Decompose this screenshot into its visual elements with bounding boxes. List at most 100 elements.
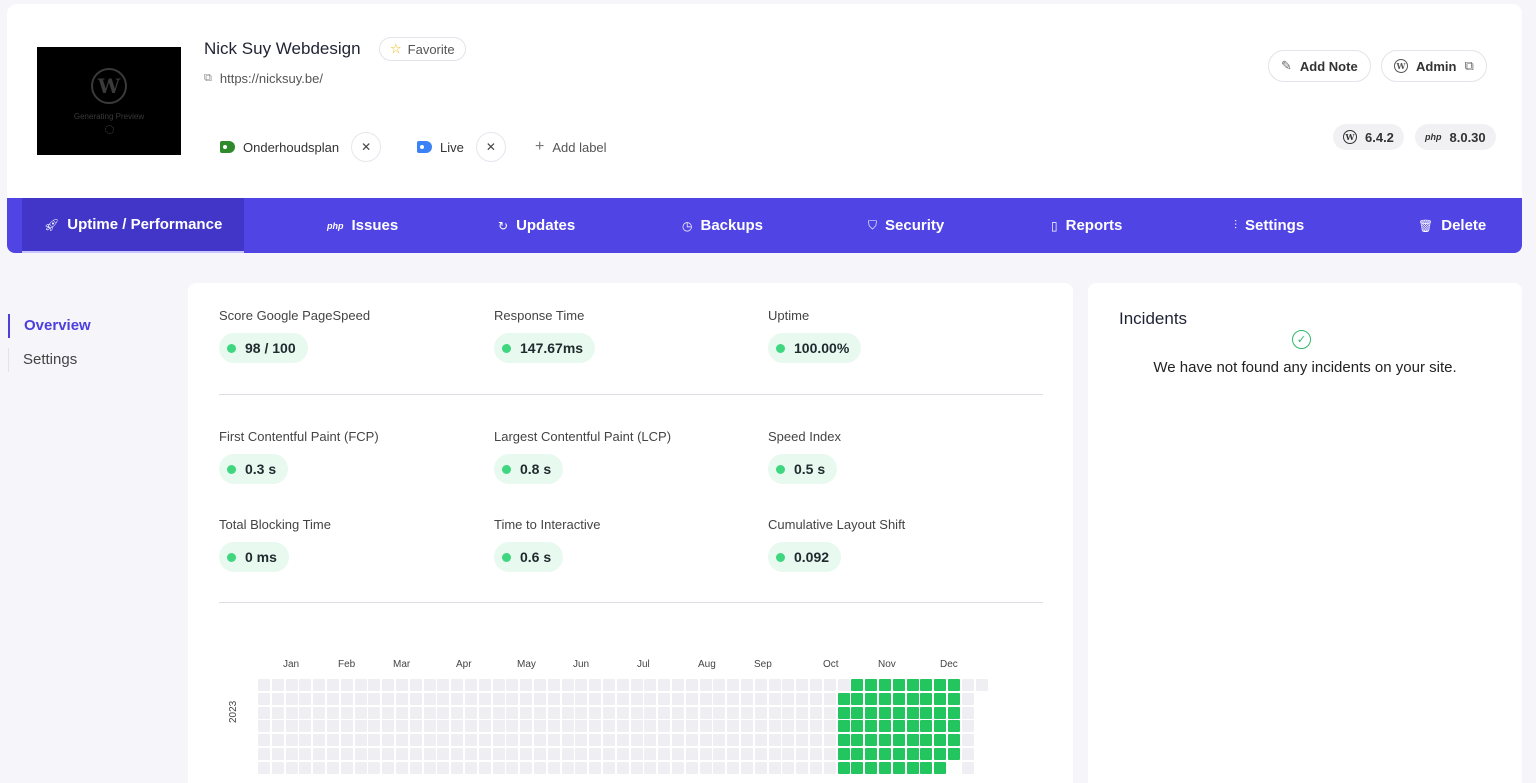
calendar-day-cell[interactable] [354,748,367,760]
calendar-day-cell[interactable] [796,706,809,719]
calendar-day-cell[interactable] [520,720,533,733]
calendar-day-cell[interactable] [478,679,491,691]
tab-delete[interactable]: 🗑︎ Delete [1418,198,1486,253]
calendar-day-cell[interactable] [699,734,712,747]
calendar-day-cell[interactable] [506,692,519,705]
tab-security[interactable]: ⛉ Security [868,198,944,253]
calendar-day-cell-up[interactable] [892,706,905,719]
calendar-day-cell-up[interactable] [879,679,891,691]
calendar-day-cell[interactable] [768,748,781,760]
favorite-button[interactable]: ☆ Favorite [379,37,466,61]
calendar-day-cell[interactable] [506,706,519,719]
calendar-day-cell[interactable] [782,720,795,733]
calendar-day-cell[interactable] [561,748,574,760]
calendar-day-cell[interactable] [727,720,740,733]
calendar-day-cell[interactable] [589,748,602,760]
calendar-day-cell[interactable] [327,692,339,705]
calendar-day-cell[interactable] [672,720,684,733]
calendar-day-cell-up[interactable] [837,692,850,705]
calendar-day-cell[interactable] [685,748,698,760]
calendar-day-cell[interactable] [354,692,367,705]
calendar-day-cell[interactable] [313,679,326,691]
calendar-day-cell[interactable] [823,706,836,719]
calendar-day-cell[interactable] [271,761,284,774]
calendar-day-cell-up[interactable] [851,748,864,760]
calendar-day-cell-up[interactable] [934,761,947,774]
calendar-day-cell[interactable] [299,679,312,691]
calendar-day-cell[interactable] [368,761,381,774]
calendar-day-cell[interactable] [520,748,533,760]
calendar-day-cell[interactable] [810,692,822,705]
calendar-day-cell[interactable] [616,748,629,760]
calendar-day-cell[interactable] [630,748,643,760]
add-note-button[interactable]: ✎ Add Note [1268,50,1371,82]
calendar-day-cell[interactable] [534,679,546,691]
calendar-day-cell[interactable] [478,706,491,719]
calendar-day-cell[interactable] [340,748,353,760]
calendar-day-cell[interactable] [520,706,533,719]
calendar-day-cell[interactable] [520,734,533,747]
calendar-day-cell[interactable] [589,679,602,691]
calendar-day-cell[interactable] [396,679,408,691]
calendar-day-cell[interactable] [506,761,519,774]
calendar-day-cell-up[interactable] [892,679,905,691]
calendar-day-cell[interactable] [492,720,505,733]
calendar-day-cell[interactable] [699,679,712,691]
calendar-day-cell[interactable] [437,734,450,747]
calendar-day-cell-up[interactable] [934,720,947,733]
calendar-day-cell-up[interactable] [879,748,891,760]
calendar-day-cell-up[interactable] [892,692,905,705]
calendar-day-cell-up[interactable] [837,761,850,774]
calendar-day-cell[interactable] [465,734,477,747]
calendar-day-cell[interactable] [975,679,988,691]
calendar-day-cell[interactable] [796,679,809,691]
site-preview-thumbnail[interactable]: W Generating Preview [37,47,181,155]
calendar-day-cell-up[interactable] [934,748,947,760]
calendar-day-cell[interactable] [630,706,643,719]
subnav-overview[interactable]: Overview [8,314,91,338]
calendar-day-cell[interactable] [409,692,422,705]
calendar-day-cell[interactable] [506,748,519,760]
calendar-day-cell-up[interactable] [892,748,905,760]
calendar-day-cell[interactable] [658,720,671,733]
calendar-day-cell[interactable] [299,706,312,719]
calendar-day-cell-up[interactable] [906,679,919,691]
calendar-day-cell-up[interactable] [865,748,878,760]
calendar-day-cell[interactable] [396,720,408,733]
calendar-day-cell[interactable] [258,706,270,719]
calendar-day-cell[interactable] [961,692,974,705]
subnav-settings[interactable]: Settings [8,348,77,372]
calendar-day-cell[interactable] [299,734,312,747]
calendar-day-cell[interactable] [823,692,836,705]
calendar-day-cell[interactable] [768,761,781,774]
calendar-day-cell[interactable] [547,748,560,760]
calendar-day-cell[interactable] [258,748,270,760]
calendar-day-cell[interactable] [396,692,408,705]
calendar-day-cell[interactable] [423,706,436,719]
calendar-day-cell[interactable] [354,761,367,774]
calendar-day-cell[interactable] [658,706,671,719]
calendar-day-cell[interactable] [644,692,657,705]
calendar-day-cell[interactable] [741,692,753,705]
calendar-day-cell[interactable] [492,692,505,705]
calendar-day-cell[interactable] [492,706,505,719]
site-url-link[interactable]: ⧉ https://nicksuy.be/ [204,71,323,86]
calendar-day-cell[interactable] [685,734,698,747]
calendar-day-cell[interactable] [437,720,450,733]
calendar-day-cell[interactable] [285,748,298,760]
calendar-day-cell[interactable] [478,761,491,774]
calendar-day-cell[interactable] [796,692,809,705]
calendar-day-cell[interactable] [327,761,339,774]
calendar-day-cell[interactable] [713,761,726,774]
calendar-day-cell[interactable] [382,720,395,733]
calendar-day-cell[interactable] [796,748,809,760]
calendar-day-cell-up[interactable] [906,706,919,719]
calendar-day-cell[interactable] [478,748,491,760]
calendar-day-cell-up[interactable] [837,734,850,747]
calendar-day-cell-up[interactable] [948,706,960,719]
calendar-day-cell[interactable] [672,692,684,705]
calendar-day-cell[interactable] [658,679,671,691]
calendar-day-cell[interactable] [258,761,270,774]
calendar-day-cell[interactable] [534,734,546,747]
calendar-day-cell[interactable] [382,692,395,705]
